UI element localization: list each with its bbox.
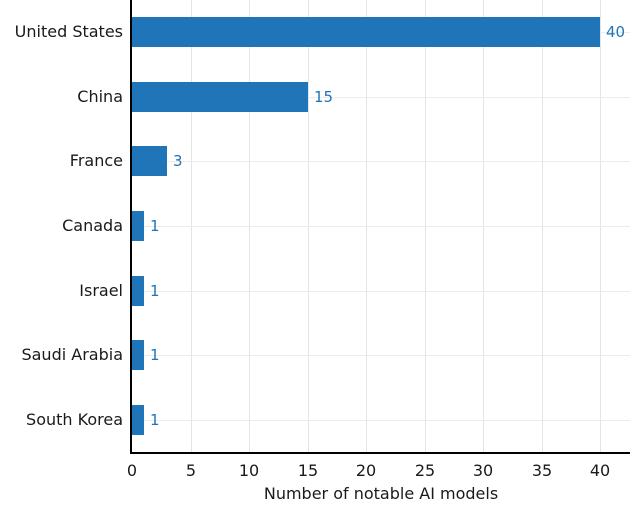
bar-israel [132, 276, 144, 306]
gridline-horizontal [132, 420, 630, 421]
bar-china [132, 82, 308, 112]
bar-united-states [132, 17, 600, 47]
gridline-horizontal [132, 226, 630, 227]
category-label-united-states: United States [14, 22, 123, 41]
category-label-france: France [69, 151, 123, 170]
x-tick-label-15: 15 [297, 461, 319, 480]
x-tick-label-35: 35 [531, 461, 553, 480]
category-label-china: China [77, 87, 123, 106]
value-label-saudi-arabia: 1 [150, 346, 160, 364]
category-label-south-korea: South Korea [26, 410, 123, 429]
x-tick-label-10: 10 [238, 461, 260, 480]
x-tick-label-0: 0 [126, 461, 138, 480]
x-tick-label-5: 5 [185, 461, 197, 480]
y-axis-spine [130, 0, 132, 454]
gridline-horizontal [132, 161, 630, 162]
value-label-israel: 1 [150, 282, 160, 300]
category-label-saudi-arabia: Saudi Arabia [21, 345, 123, 364]
gridline-horizontal [132, 291, 630, 292]
value-label-united-states: 40 [606, 23, 626, 41]
category-label-canada: Canada [62, 216, 123, 235]
x-tick-label-25: 25 [414, 461, 436, 480]
x-tick-label-40: 40 [589, 461, 611, 480]
x-tick-label-30: 30 [472, 461, 494, 480]
value-label-south-korea: 1 [150, 411, 160, 429]
bar-saudi-arabia [132, 340, 144, 370]
value-label-france: 3 [173, 152, 183, 170]
value-label-canada: 1 [150, 217, 160, 235]
bar-canada [132, 211, 144, 241]
gridline-horizontal [132, 97, 630, 98]
x-axis-spine [130, 452, 630, 454]
x-axis-title: Number of notable AI models [263, 484, 499, 503]
x-tick-label-20: 20 [355, 461, 377, 480]
bar-france [132, 146, 167, 176]
gridline-horizontal [132, 355, 630, 356]
value-label-china: 15 [314, 88, 334, 106]
category-label-israel: Israel [79, 281, 123, 300]
bar-south-korea [132, 405, 144, 435]
